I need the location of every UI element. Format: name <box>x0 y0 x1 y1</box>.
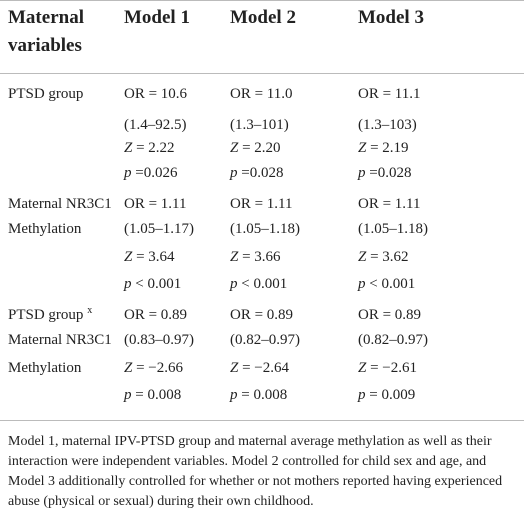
table-cell-model-3: (1.3–103) <box>358 117 417 133</box>
header-model-1: Model 1 <box>124 7 190 28</box>
table-cell-model-3: Z = −2.61 <box>358 360 418 376</box>
table-cell-model-2: Z = 3.66 <box>230 249 281 265</box>
table-cell-model-1: OR = 0.89 <box>124 307 188 323</box>
row-label: Methylation <box>8 360 82 376</box>
header-maternal: Maternal <box>8 7 84 28</box>
row-label: Maternal NR3C1 <box>8 332 112 348</box>
table-cell-model-2: p = 0.008 <box>230 387 288 403</box>
table-cell-model-3: p =0.028 <box>358 165 412 181</box>
table-top-rule <box>0 0 524 1</box>
table-cell-model-2: Z = 2.20 <box>230 140 281 156</box>
table-cell-model-2: Z = −2.64 <box>230 360 290 376</box>
row-label: Methylation <box>8 221 82 237</box>
header-model-2: Model 2 <box>230 7 296 28</box>
row-label-superscript: x <box>87 305 93 316</box>
table-cell-model-1: Z = 2.22 <box>124 140 175 156</box>
table-cell-model-2: OR = 0.89 <box>230 307 294 323</box>
table-cell-model-2: OR = 1.11 <box>230 196 293 212</box>
table-cell-model-2: (1.05–1.18) <box>230 221 300 237</box>
table-cell-model-3: OR = 0.89 <box>358 307 422 323</box>
table-cell-model-3: Z = 3.62 <box>358 249 409 265</box>
table-cell-model-3: (0.82–0.97) <box>358 332 428 348</box>
table-cell-model-3: (1.05–1.18) <box>358 221 428 237</box>
table-cell-model-1: (1.05–1.17) <box>124 221 194 237</box>
table-cell-model-3: OR = 11.1 <box>358 86 421 102</box>
table-bottom-rule <box>0 420 524 421</box>
header-rule <box>0 73 524 74</box>
table-cell-model-2: p < 0.001 <box>230 276 288 292</box>
table-cell-model-1: OR = 1.11 <box>124 196 187 212</box>
table-cell-model-3: p < 0.001 <box>358 276 416 292</box>
table-cell-model-2: (0.82–0.97) <box>230 332 300 348</box>
table-cell-model-1: (0.83–0.97) <box>124 332 194 348</box>
header-model-3: Model 3 <box>358 7 424 28</box>
table-cell-model-1: p = 0.008 <box>124 387 182 403</box>
table-cell-model-1: Z = 3.64 <box>124 249 175 265</box>
table-cell-model-1: Z = −2.66 <box>124 360 184 376</box>
row-label: Maternal NR3C1 <box>8 196 112 212</box>
table-cell-model-2: p =0.028 <box>230 165 284 181</box>
table-cell-model-3: p = 0.009 <box>358 387 416 403</box>
table-cell-model-1: (1.4–92.5) <box>124 117 187 133</box>
table-cell-model-1: OR = 10.6 <box>124 86 188 102</box>
table-cell-model-2: OR = 11.0 <box>230 86 293 102</box>
row-label: PTSD group x <box>8 305 93 324</box>
row-label: PTSD group <box>8 86 84 102</box>
table-cell-model-1: p =0.026 <box>124 165 178 181</box>
table-footnote: Model 1, maternal IPV-PTSD group and mat… <box>8 434 503 509</box>
table-cell-model-3: Z = 2.19 <box>358 140 409 156</box>
header-variables: variables <box>8 35 82 56</box>
table-cell-model-2: (1.3–101) <box>230 117 289 133</box>
table-cell-model-1: p < 0.001 <box>124 276 182 292</box>
table-cell-model-3: OR = 1.11 <box>358 196 421 212</box>
